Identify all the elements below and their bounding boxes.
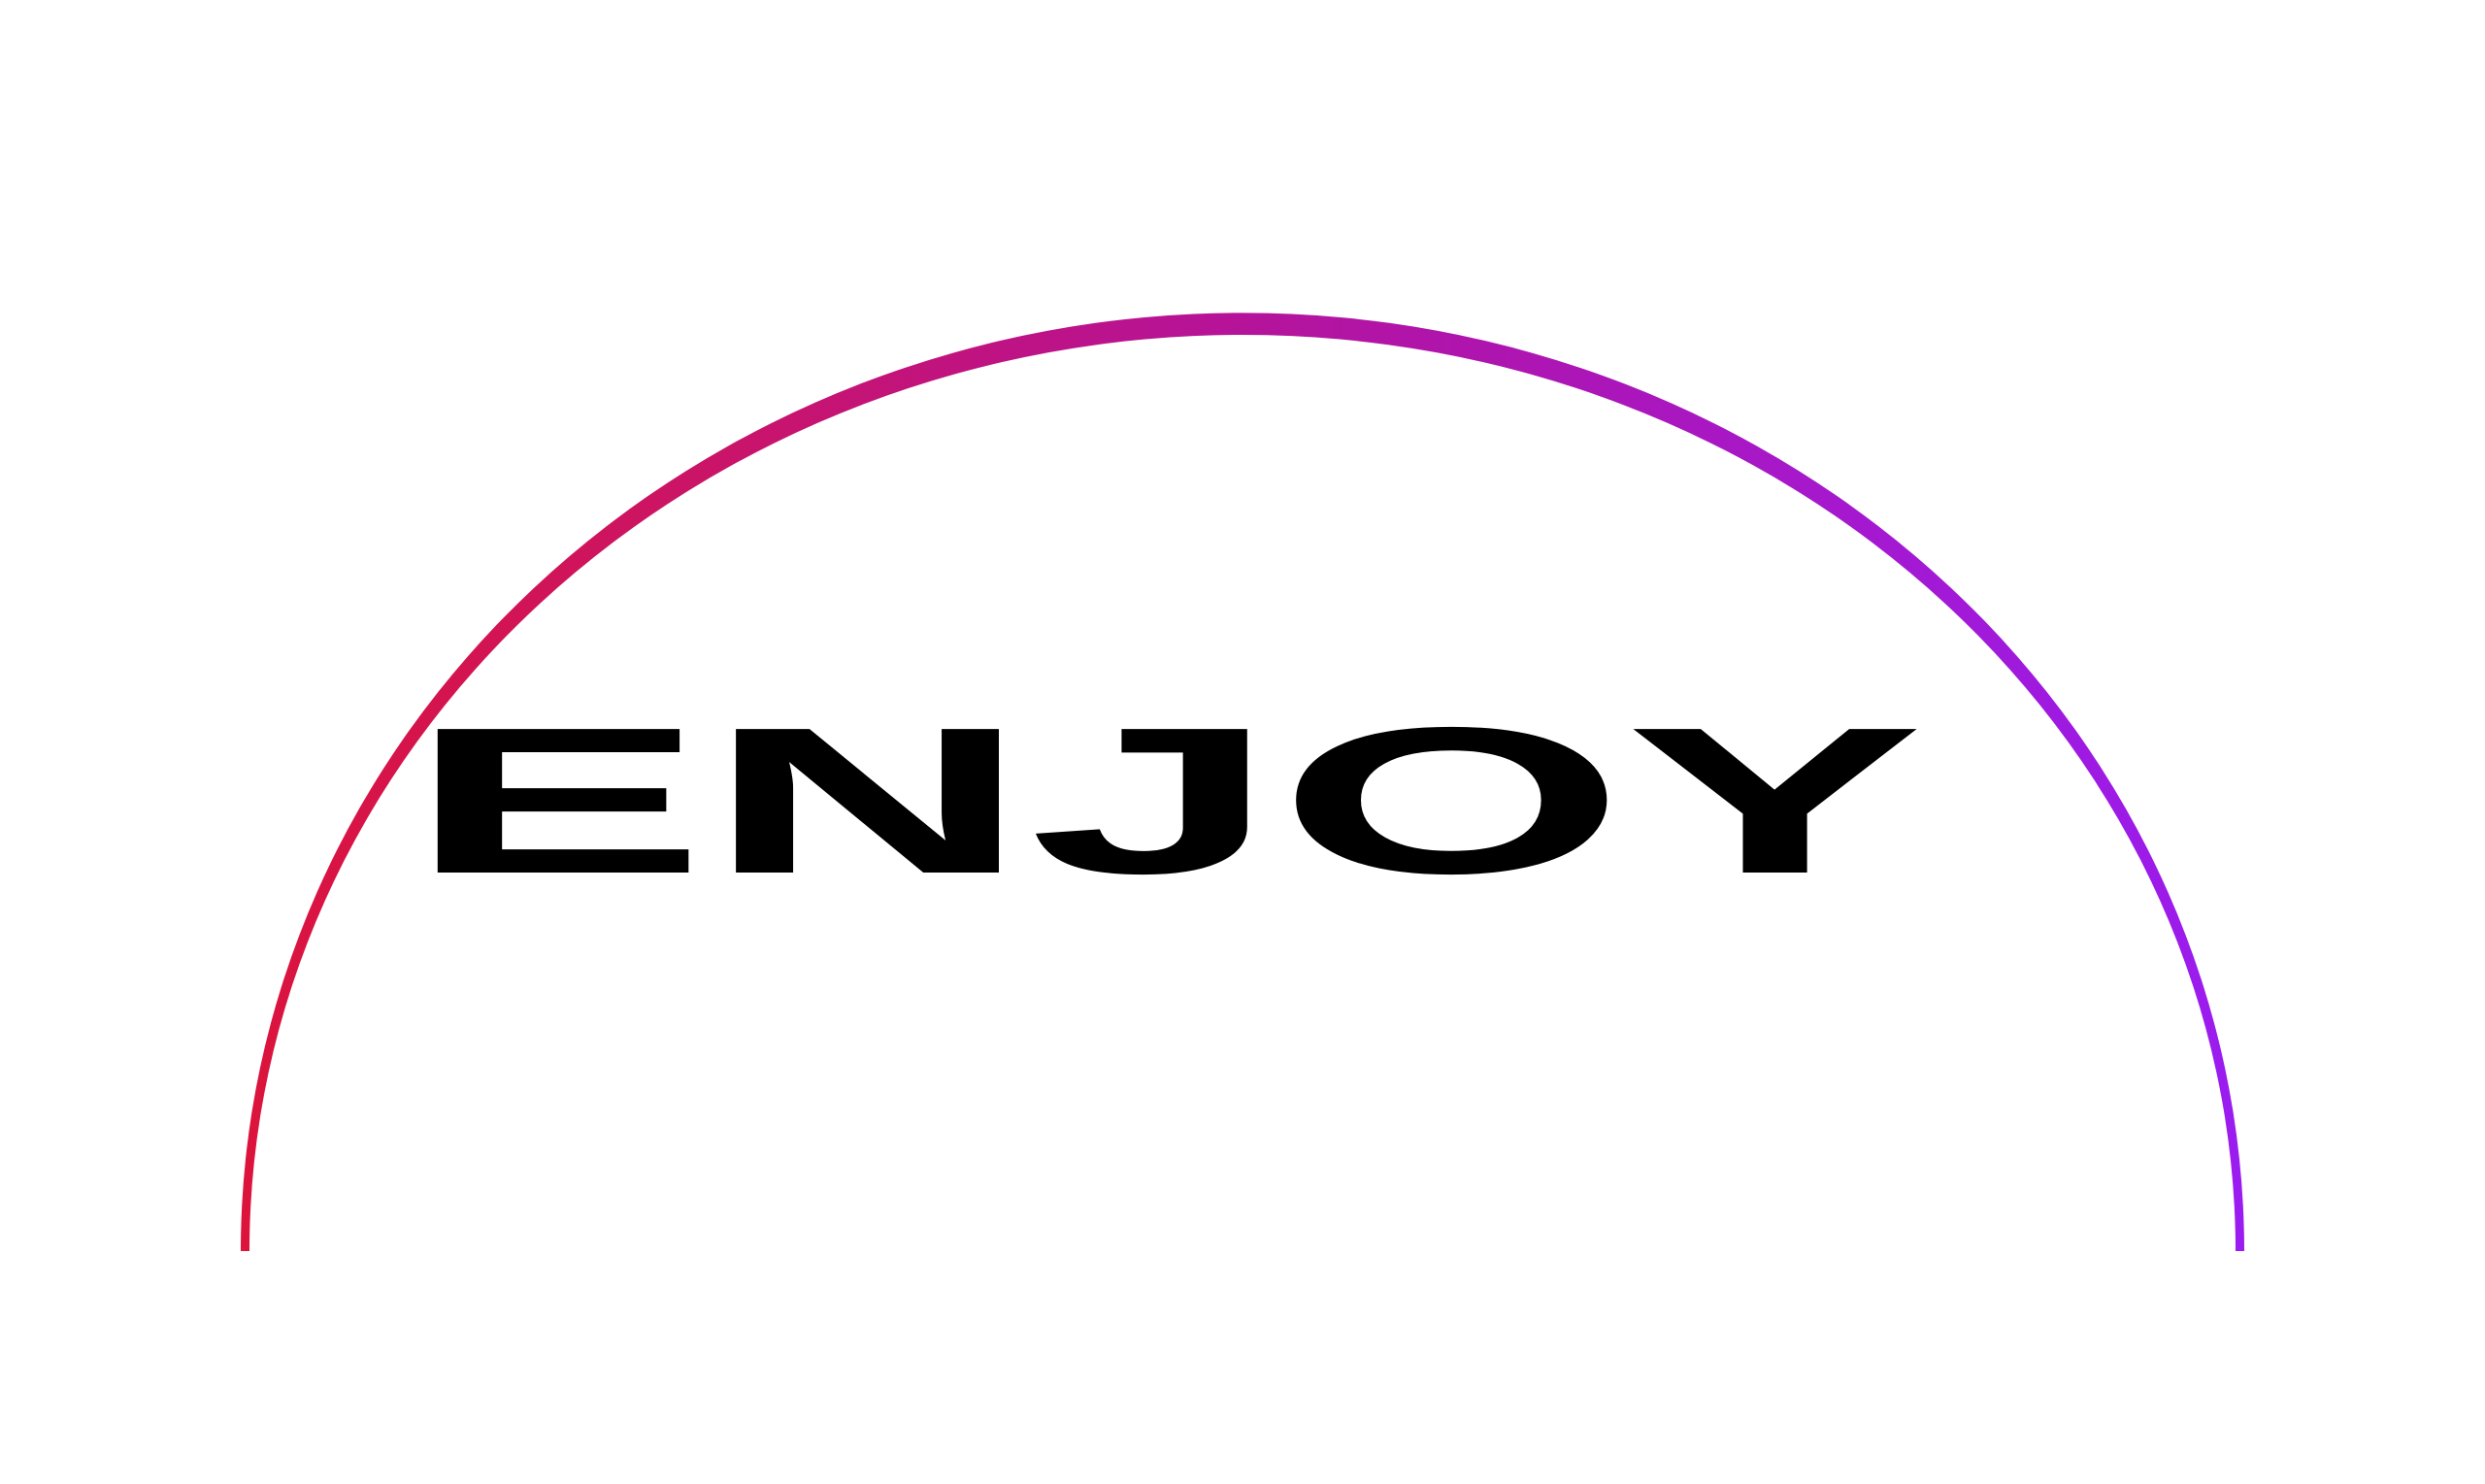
- wordmark-text: ENJOY: [408, 683, 1924, 917]
